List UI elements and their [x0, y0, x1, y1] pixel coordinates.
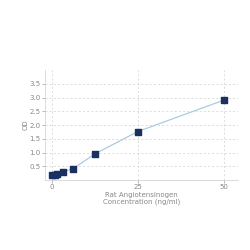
Point: [55, 172, 59, 176]
Point: [93, 152, 97, 156]
X-axis label: Rat Angiotensinogen
Concentration (ng/ml): Rat Angiotensinogen Concentration (ng/ml…: [103, 192, 180, 205]
Point: [52, 173, 56, 177]
Point: [136, 130, 140, 134]
Point: [222, 98, 226, 102]
Point: [50, 174, 54, 178]
Y-axis label: OD: OD: [22, 120, 28, 130]
Point: [71, 166, 75, 170]
Point: [60, 170, 64, 174]
